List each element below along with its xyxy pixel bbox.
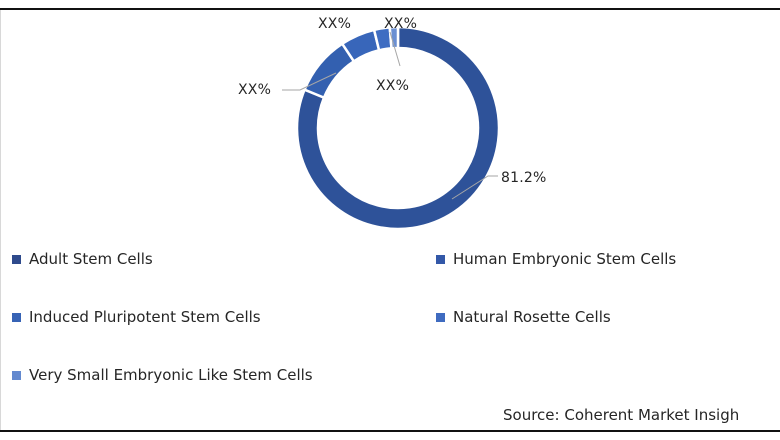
data-label-very-small-embryonic: XX% (376, 78, 410, 94)
donut-slice (295, 25, 501, 231)
legend-label: Adult Stem Cells (29, 250, 153, 268)
legend-label: Induced Pluripotent Stem Cells (29, 308, 261, 326)
donut-slices (295, 25, 501, 231)
legend-square-icon (436, 254, 445, 264)
leader-line (451, 175, 498, 200)
leader-line (389, 31, 401, 67)
legend-item-natural-rosette: Natural Rosette Cells (436, 308, 611, 326)
data-label-induced-pluripotent: XX% (318, 16, 352, 32)
legend-item-very-small-embryonic: Very Small Embryonic Like Stem Cells (12, 366, 313, 384)
donut-slice (388, 25, 400, 50)
data-label-adult-stem-cells: 81.2% (501, 170, 547, 186)
legend-item-human-embryonic: Human Embryonic Stem Cells (436, 250, 676, 268)
legend-item-adult-stem-cells: Adult Stem Cells (12, 250, 153, 268)
legend-square-icon (12, 370, 21, 380)
data-label-natural-rosette: XX% (384, 16, 418, 32)
legend-square-icon (12, 312, 21, 322)
legend-label: Human Embryonic Stem Cells (453, 250, 677, 268)
legend-label: Very Small Embryonic Like Stem Cells (29, 366, 313, 384)
frame-left-border (0, 10, 1, 430)
leader-line (282, 72, 337, 91)
legend-label: Natural Rosette Cells (453, 308, 611, 326)
frame-top-border (0, 8, 780, 10)
data-label-human-embryonic: XX% (238, 82, 272, 98)
leader-lines (282, 31, 498, 200)
frame-bottom-border (0, 430, 780, 432)
source-note: Source: Coherent Market Insigh (503, 406, 740, 424)
legend-item-induced-pluripotent: Induced Pluripotent Stem Cells (12, 308, 261, 326)
legend-square-icon (12, 254, 21, 264)
legend-square-icon (436, 312, 445, 322)
